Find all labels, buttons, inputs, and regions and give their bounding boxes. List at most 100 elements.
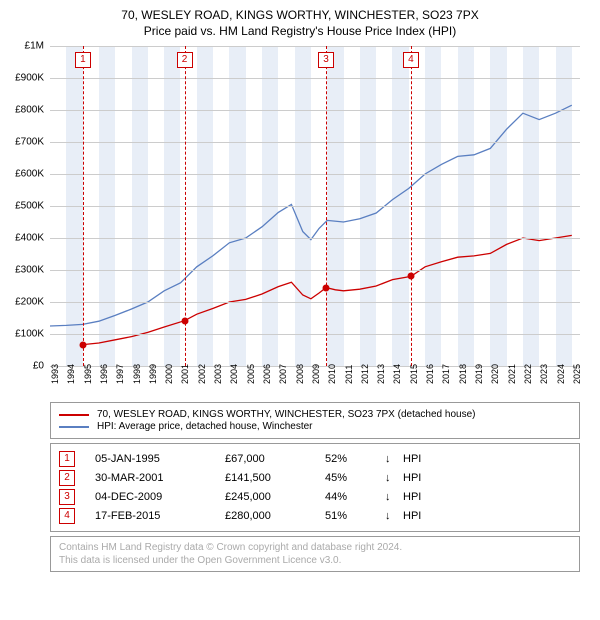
sale-row: 1 05-JAN-1995£67,00052%↓HPI <box>59 451 571 467</box>
x-axis-label: 2008 <box>295 364 305 384</box>
sale-price: £280,000 <box>225 510 325 522</box>
x-axis-label: 2001 <box>180 364 190 384</box>
x-axis-label: 2000 <box>164 364 174 384</box>
hpi-line <box>50 105 572 326</box>
sale-number-box: 2 <box>59 470 75 486</box>
sale-marker-dot <box>79 341 86 348</box>
plot-region: 1234 <box>50 46 580 367</box>
chart-subtitle: Price paid vs. HM Land Registry's House … <box>0 24 600 38</box>
sale-marker-number: 4 <box>403 52 419 68</box>
sale-marker-dot <box>323 284 330 291</box>
sale-price: £245,000 <box>225 491 325 503</box>
y-axis-label: £800K <box>15 105 44 116</box>
legend-swatch <box>59 426 89 428</box>
x-axis-label: 2013 <box>376 364 386 384</box>
x-axis-label: 2011 <box>344 365 354 384</box>
y-axis-label: £900K <box>15 73 44 84</box>
x-axis-label: 2018 <box>458 364 468 384</box>
y-axis-label: £1M <box>25 41 44 52</box>
gridline-h <box>50 46 580 47</box>
sale-hpi-label: HPI <box>403 472 421 484</box>
down-arrow-icon: ↓ <box>385 510 403 522</box>
x-axis-label: 2006 <box>262 364 272 384</box>
sale-pct: 51% <box>325 510 385 522</box>
footer-line1: Contains HM Land Registry data © Crown c… <box>59 541 571 554</box>
x-axis-label: 2020 <box>490 364 500 384</box>
sale-marker-number: 1 <box>75 52 91 68</box>
x-axis-label: 2016 <box>425 364 435 384</box>
y-axis-label: £700K <box>15 137 44 148</box>
x-axis-label: 1996 <box>99 364 109 384</box>
legend-label: 70, WESLEY ROAD, KINGS WORTHY, WINCHESTE… <box>97 409 475 420</box>
sale-date: 17-FEB-2015 <box>95 510 225 522</box>
sale-hpi-label: HPI <box>403 510 421 522</box>
sale-marker-line <box>83 46 84 366</box>
x-axis-label: 2017 <box>441 364 451 384</box>
x-axis-label: 2010 <box>327 364 337 384</box>
gridline-h <box>50 142 580 143</box>
sale-number-box: 3 <box>59 489 75 505</box>
sale-row: 4 17-FEB-2015£280,00051%↓HPI <box>59 508 571 524</box>
x-axis-label: 1994 <box>66 364 76 384</box>
x-axis-label: 2003 <box>213 364 223 384</box>
gridline-h <box>50 334 580 335</box>
x-axis-label: 2022 <box>523 364 533 384</box>
gridline-h <box>50 238 580 239</box>
x-axis-label: 2002 <box>197 364 207 384</box>
x-axis-label: 1997 <box>115 364 125 384</box>
x-axis-label: 2021 <box>507 364 517 384</box>
gridline-h <box>50 206 580 207</box>
x-axis-label: 2019 <box>474 364 484 384</box>
legend-label: HPI: Average price, detached house, Winc… <box>97 421 313 432</box>
legend-row: 70, WESLEY ROAD, KINGS WORTHY, WINCHESTE… <box>59 409 571 420</box>
chart-area: 1234 £0£100K£200K£300K£400K£500K£600K£70… <box>50 46 580 396</box>
gridline-h <box>50 78 580 79</box>
gridline-h <box>50 270 580 271</box>
y-axis-label: £200K <box>15 297 44 308</box>
sales-table: 105-JAN-1995£67,00052%↓HPI230-MAR-2001£1… <box>50 443 580 532</box>
sale-price: £67,000 <box>225 453 325 465</box>
sale-row: 304-DEC-2009£245,00044%↓HPI <box>59 489 571 505</box>
x-axis-label: 1999 <box>148 364 158 384</box>
x-axis-label: 2004 <box>229 364 239 384</box>
sale-row: 230-MAR-2001£141,50045%↓HPI <box>59 470 571 486</box>
sale-marker-dot <box>407 273 414 280</box>
sale-date: 05-JAN-1995 <box>95 453 225 465</box>
x-axis-label: 2024 <box>556 364 566 384</box>
sale-pct: 45% <box>325 472 385 484</box>
legend-row: HPI: Average price, detached house, Winc… <box>59 421 571 432</box>
x-axis-label: 2009 <box>311 364 321 384</box>
sale-marker-line <box>326 46 327 366</box>
sale-pct: 44% <box>325 491 385 503</box>
y-axis-label: £400K <box>15 233 44 244</box>
sale-hpi-label: HPI <box>403 491 421 503</box>
chart-container: 70, WESLEY ROAD, KINGS WORTHY, WINCHESTE… <box>0 8 600 572</box>
footer-box: Contains HM Land Registry data © Crown c… <box>50 536 580 572</box>
footer-line2: This data is licensed under the Open Gov… <box>59 554 571 567</box>
y-axis-label: £0 <box>33 361 44 372</box>
y-axis-label: £600K <box>15 169 44 180</box>
sale-number-box: 4 <box>59 508 75 524</box>
legend-swatch <box>59 414 89 416</box>
x-axis-label: 2023 <box>539 364 549 384</box>
sale-marker-dot <box>181 317 188 324</box>
sale-price: £141,500 <box>225 472 325 484</box>
sale-number-box: 1 <box>59 451 75 467</box>
sale-hpi-label: HPI <box>403 453 421 465</box>
x-axis-label: 2005 <box>246 364 256 384</box>
x-axis-label: 2025 <box>572 364 582 384</box>
gridline-h <box>50 302 580 303</box>
x-axis-label: 2007 <box>278 364 288 384</box>
down-arrow-icon: ↓ <box>385 453 403 465</box>
x-axis-label: 2015 <box>409 364 419 384</box>
y-axis-label: £300K <box>15 265 44 276</box>
sale-pct: 52% <box>325 453 385 465</box>
x-axis-label: 1995 <box>83 364 93 384</box>
chart-title: 70, WESLEY ROAD, KINGS WORTHY, WINCHESTE… <box>0 8 600 22</box>
legend-box: 70, WESLEY ROAD, KINGS WORTHY, WINCHESTE… <box>50 402 580 439</box>
down-arrow-icon: ↓ <box>385 491 403 503</box>
x-axis-label: 2014 <box>392 364 402 384</box>
x-axis-label: 2012 <box>360 364 370 384</box>
x-axis-label: 1998 <box>132 364 142 384</box>
down-arrow-icon: ↓ <box>385 472 403 484</box>
